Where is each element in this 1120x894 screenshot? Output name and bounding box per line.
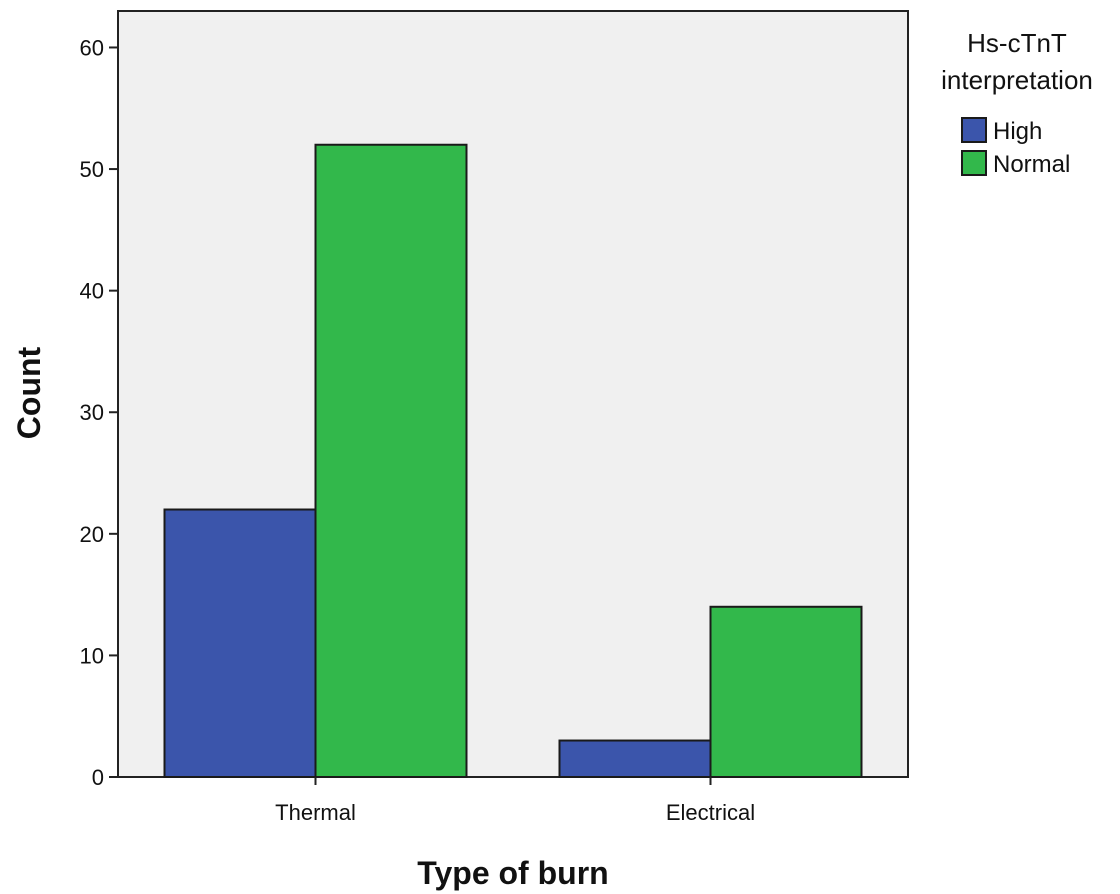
legend-title-line-1: Hs-cTnT	[967, 28, 1067, 58]
x-axis-title: Type of burn	[417, 855, 608, 891]
legend-label-normal: Normal	[993, 151, 1070, 178]
legend-title-line-2: interpretation	[941, 65, 1093, 95]
legend: Hs-cTnT interpretation High Normal	[941, 28, 1093, 178]
legend-entries: High Normal	[961, 117, 1070, 178]
bar-normal-thermal	[314, 143, 468, 778]
y-axis-title: Count	[11, 346, 47, 439]
legend-label-high: High	[993, 118, 1042, 145]
y-tick-label-10: 10	[80, 643, 104, 668]
legend-swatch-normal	[961, 150, 987, 176]
x-tick-label-thermal: Thermal	[275, 800, 356, 825]
legend-swatch-high	[961, 117, 987, 143]
bar-normal-electrical	[709, 605, 863, 778]
y-tick-label-0: 0	[92, 765, 104, 790]
y-tick-label-50: 50	[80, 157, 104, 182]
x-tick-label-electrical: Electrical	[666, 800, 755, 825]
bar-high-electrical	[558, 739, 712, 778]
y-tick-label-30: 30	[80, 400, 104, 425]
bar-high-thermal	[163, 508, 317, 778]
y-tick-label-60: 60	[80, 35, 104, 60]
y-tick-label-20: 20	[80, 522, 104, 547]
axes: Thermal Electrical 0 10 20 30 40 50 60	[80, 35, 756, 825]
plot-area	[117, 10, 909, 778]
y-tick-label-40: 40	[80, 279, 104, 304]
